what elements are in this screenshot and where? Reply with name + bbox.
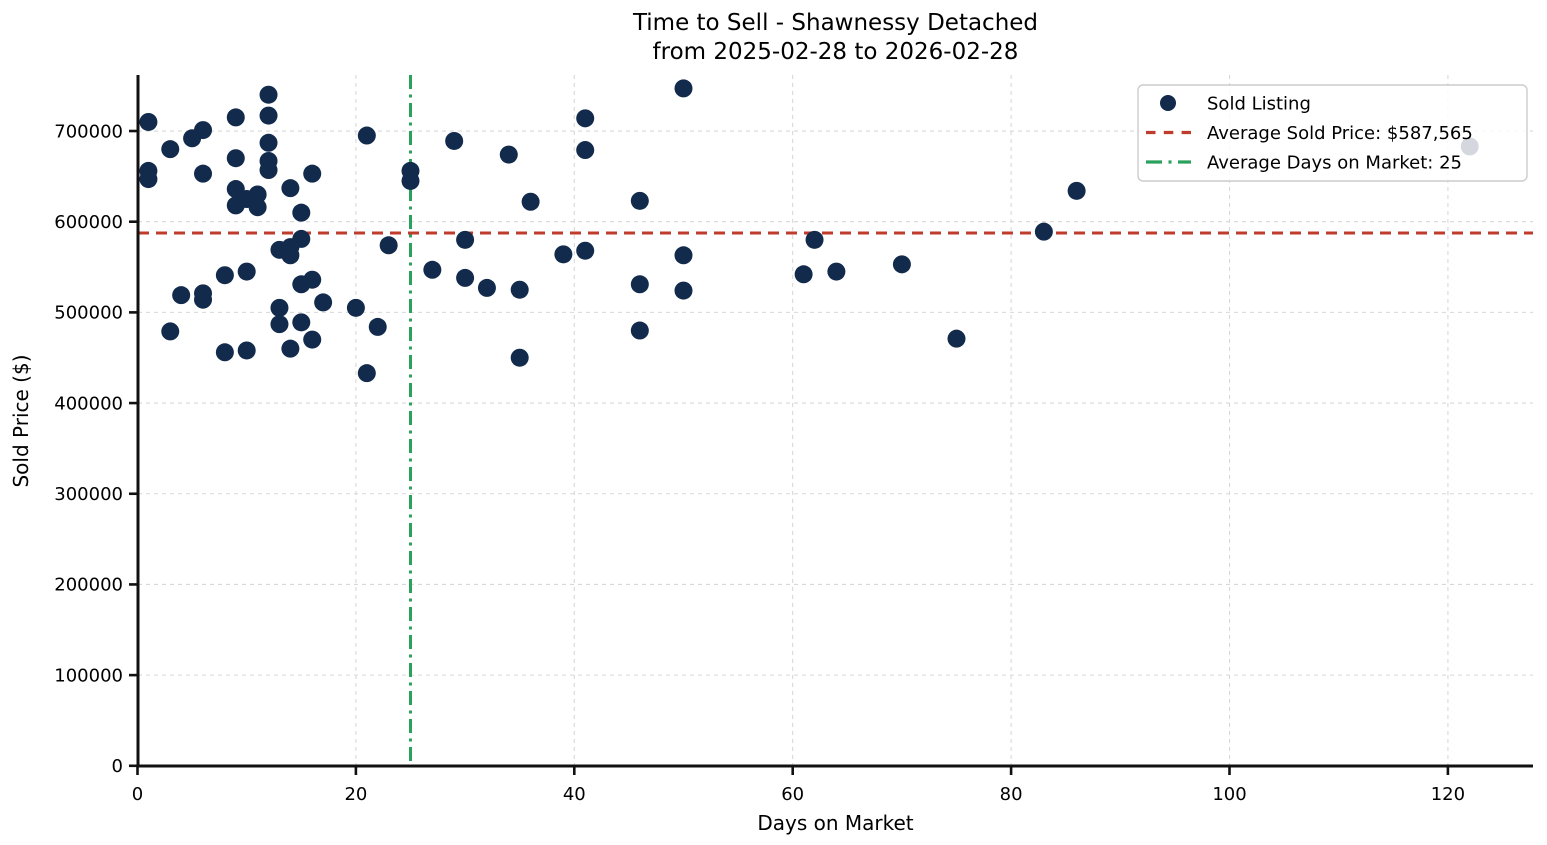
scatter-point xyxy=(303,164,322,183)
scatter-point xyxy=(794,265,813,284)
scatter-point xyxy=(510,280,529,299)
legend-box xyxy=(1137,84,1528,182)
scatter-point xyxy=(576,109,595,128)
y-tick-label: 500000 xyxy=(54,303,123,324)
sold-listing-points xyxy=(139,79,1479,383)
scatter-point xyxy=(226,149,245,168)
scatter-point xyxy=(379,236,398,255)
y-tick-label: 100000 xyxy=(54,665,123,686)
scatter-point xyxy=(357,126,376,145)
scatter-point xyxy=(281,339,300,358)
scatter-point xyxy=(270,298,289,317)
scatter-point xyxy=(292,203,311,222)
scatter-point xyxy=(259,85,278,104)
y-tick-label: 200000 xyxy=(54,575,123,596)
scatter-point xyxy=(270,315,289,334)
scatter-point xyxy=(281,179,300,198)
scatter-point xyxy=(576,141,595,160)
scatter-point xyxy=(445,131,464,150)
chart-title: Time to Sell - Shawnessy Detached from 2… xyxy=(138,9,1533,67)
scatter-point xyxy=(259,133,278,152)
legend-label: Sold Listing xyxy=(1207,93,1311,114)
legend-marker-dot xyxy=(1160,95,1176,111)
y-axis-label: Sold Price ($) xyxy=(9,354,33,488)
scatter-point xyxy=(139,112,158,131)
scatter-point xyxy=(674,281,693,300)
scatter-point xyxy=(303,330,322,349)
scatter-point xyxy=(194,164,213,183)
scatter-point xyxy=(292,313,311,332)
x-tick-label: 120 xyxy=(1431,784,1465,805)
x-tick-label: 100 xyxy=(1212,784,1246,805)
scatter-point xyxy=(346,298,365,317)
scatter-point xyxy=(303,270,322,289)
scatter-point xyxy=(456,230,475,249)
scatter-point xyxy=(215,266,234,285)
x-tick-label: 0 xyxy=(132,784,143,805)
scatter-point xyxy=(314,293,333,312)
scatter-point xyxy=(947,329,966,348)
scatter-point xyxy=(259,161,278,180)
scatter-point xyxy=(237,262,256,281)
scatter-point xyxy=(827,262,846,281)
scatter-point xyxy=(674,79,693,98)
scatter-point xyxy=(237,341,256,360)
x-axis-label: Days on Market xyxy=(757,811,914,835)
scatter-point xyxy=(499,145,518,164)
x-tick-label: 80 xyxy=(1000,784,1023,805)
legend-label: Average Days on Market: 25 xyxy=(1207,152,1462,173)
scatter-point xyxy=(161,322,180,341)
x-tick-label: 40 xyxy=(563,784,586,805)
scatter-point xyxy=(477,278,496,297)
scatter-point xyxy=(161,140,180,159)
scatter-point xyxy=(281,246,300,265)
scatter-point xyxy=(805,230,824,249)
scatter-point xyxy=(456,268,475,287)
scatter-point xyxy=(215,343,234,362)
scatter-point xyxy=(554,245,573,264)
scatter-point xyxy=(172,286,191,305)
scatter-point xyxy=(892,255,911,274)
legend-label: Average Sold Price: $587,565 xyxy=(1207,123,1473,144)
scatter-point xyxy=(674,246,693,265)
scatter-point xyxy=(510,348,529,367)
y-tick-label: 700000 xyxy=(54,121,123,142)
scatter-point xyxy=(368,317,387,336)
x-tick-label: 20 xyxy=(344,784,367,805)
scatter-point xyxy=(630,191,649,210)
scatter-point xyxy=(248,185,267,204)
scatter-point xyxy=(1067,181,1086,200)
chart-title-line1: Time to Sell - Shawnessy Detached xyxy=(632,10,1039,36)
scatter-point xyxy=(226,108,245,127)
scatter-point xyxy=(630,321,649,340)
scatter-point xyxy=(292,229,311,248)
y-tick-label: 400000 xyxy=(54,393,123,414)
scatter-point xyxy=(576,241,595,260)
x-tick-label: 60 xyxy=(781,784,804,805)
scatter-point xyxy=(357,364,376,383)
scatter-point xyxy=(630,275,649,294)
scatter-point xyxy=(401,171,420,190)
scatter-point xyxy=(423,260,442,279)
scatter-point xyxy=(259,106,278,125)
legend: Sold Listing Average Sold Price: $587,565… xyxy=(1137,84,1528,182)
scatter-point xyxy=(248,198,267,217)
y-tick-label: 300000 xyxy=(54,484,123,505)
scatter-point xyxy=(194,121,213,140)
y-tick-label: 0 xyxy=(112,756,123,777)
scatter-point xyxy=(521,192,540,211)
scatter-point xyxy=(1034,222,1053,241)
scatter-point xyxy=(139,170,158,189)
scatter-point xyxy=(194,290,213,309)
chart-title-line2: from 2025-02-28 to 2026-02-28 xyxy=(652,39,1019,65)
y-tick-label: 600000 xyxy=(54,212,123,233)
